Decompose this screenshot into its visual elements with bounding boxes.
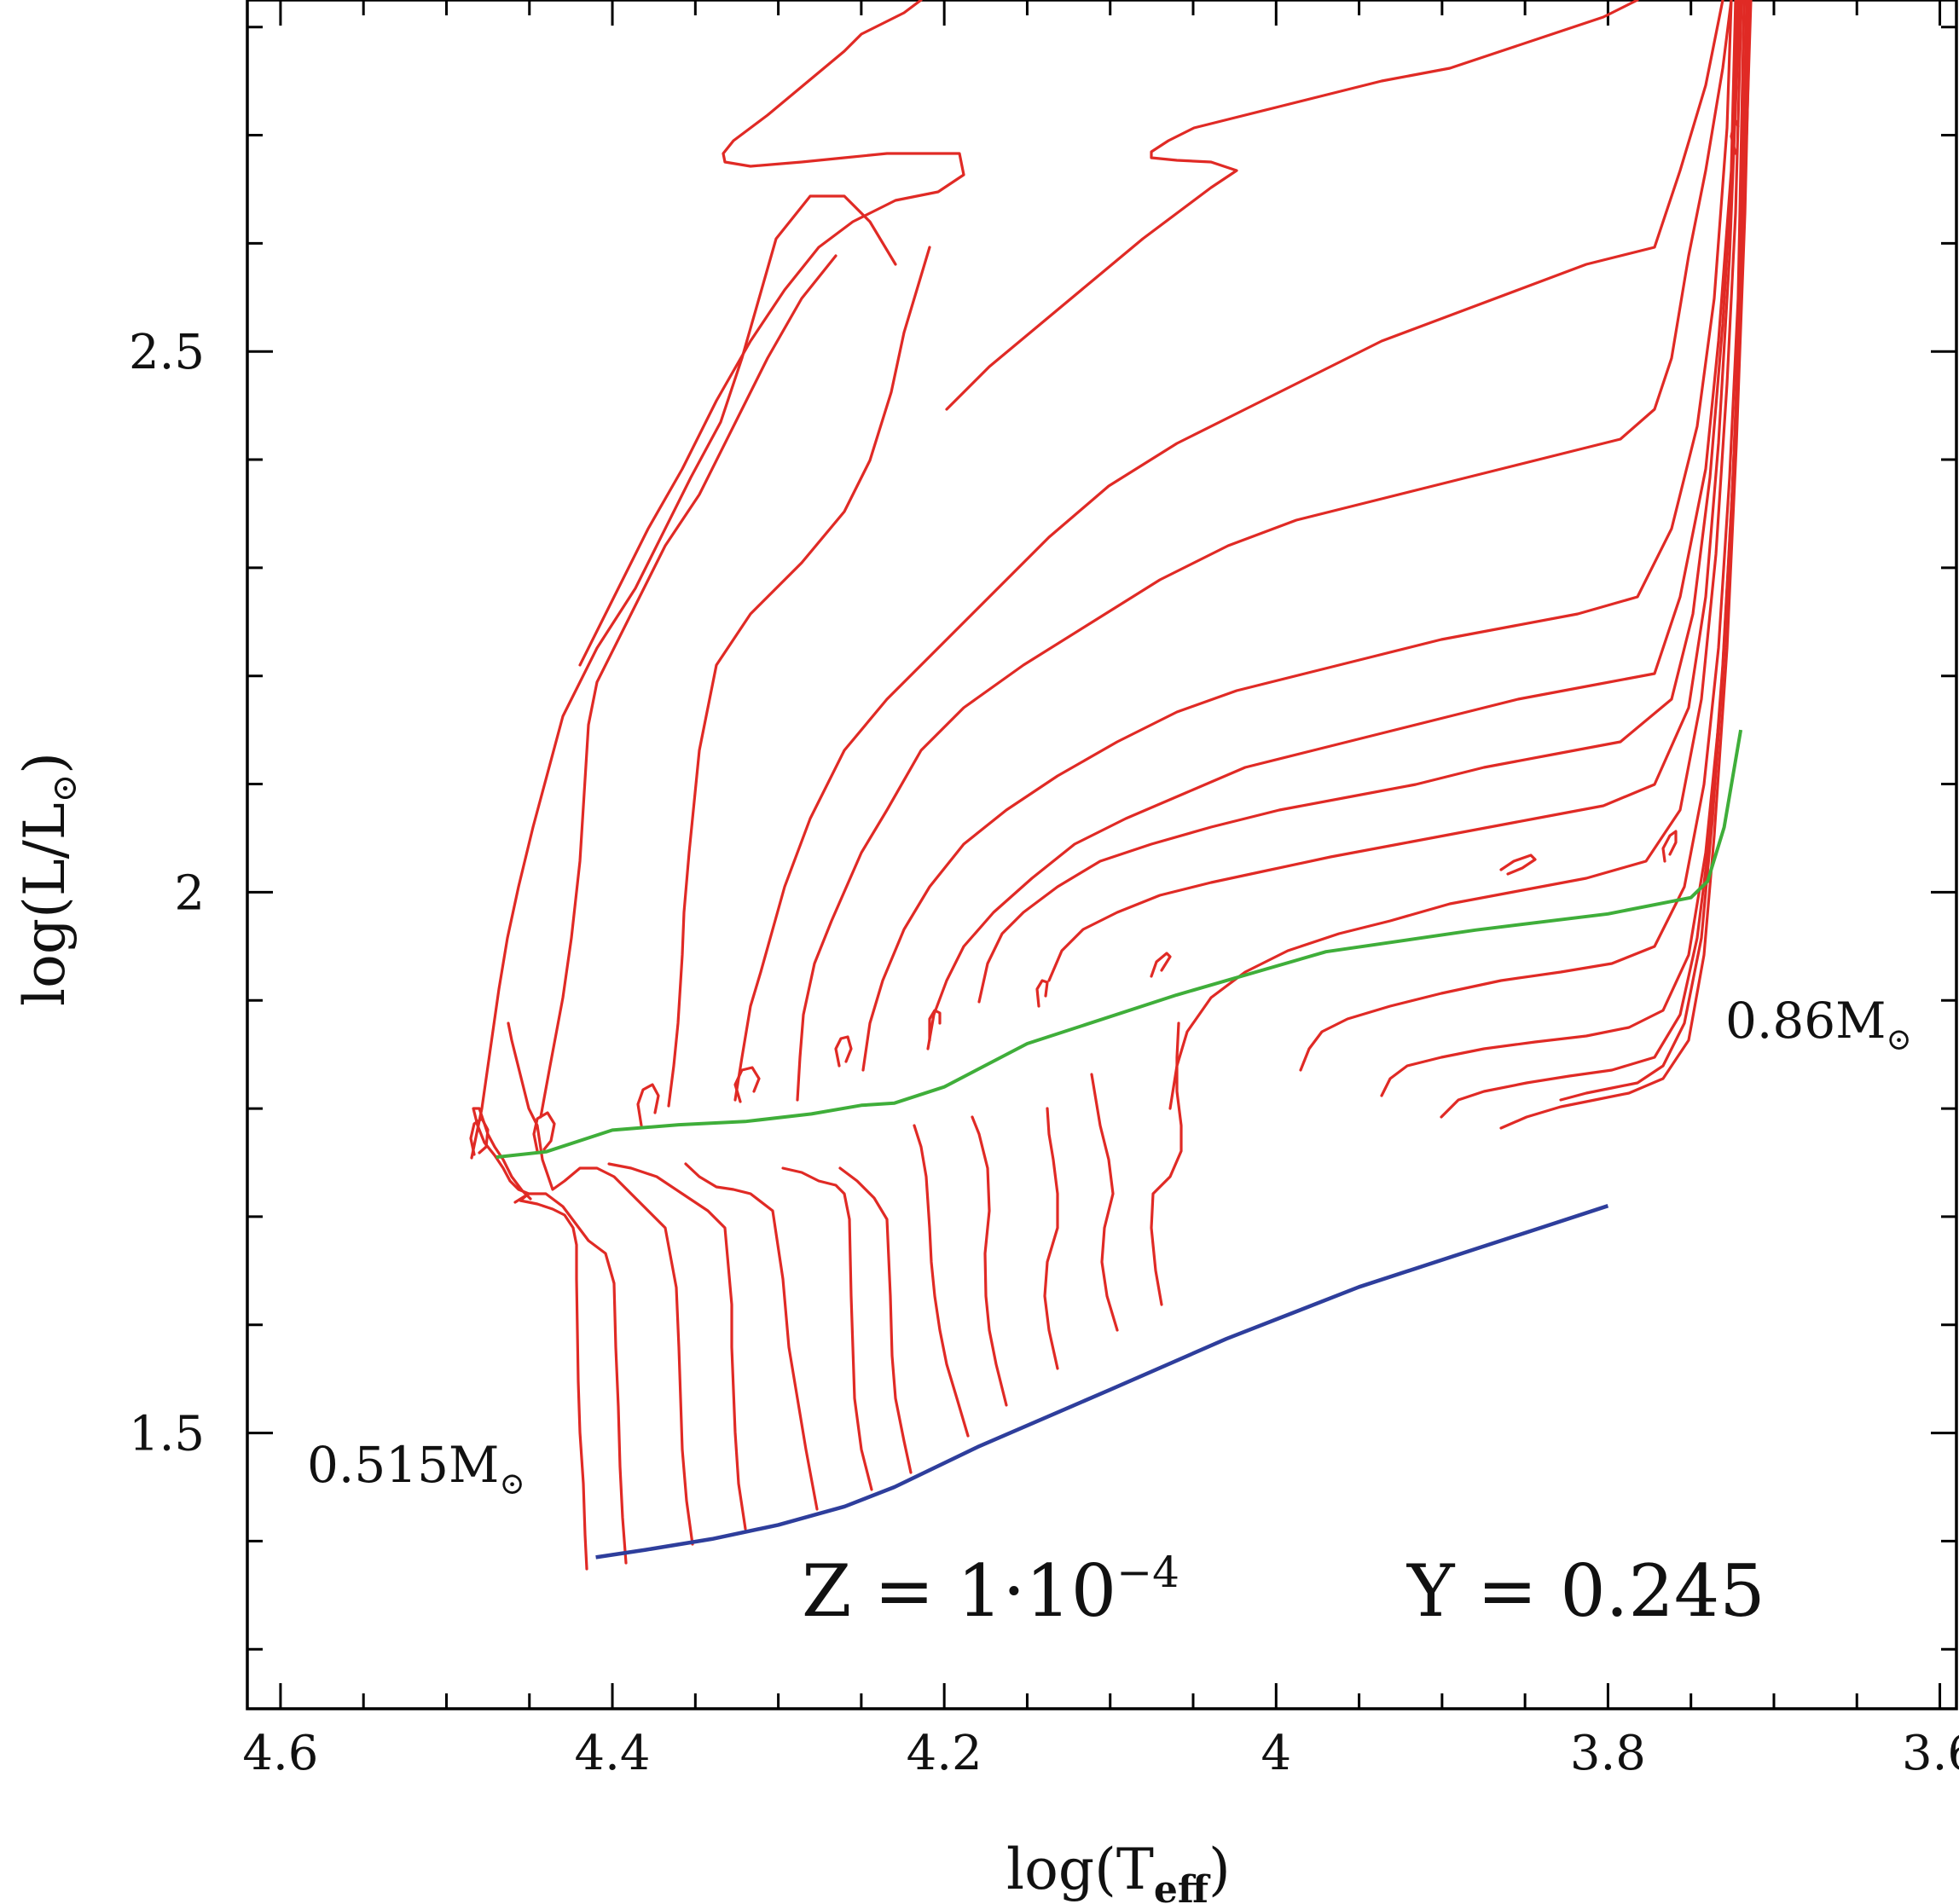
loop-5 bbox=[834, 1035, 853, 1068]
track-5 bbox=[684, 1162, 819, 1511]
x-tick-label: 4.2 bbox=[907, 1726, 982, 1781]
track-11 bbox=[1090, 1073, 1119, 1332]
loop-9 bbox=[1499, 854, 1537, 876]
loop-4 bbox=[733, 1066, 761, 1103]
sun-symbol-low: ⊙ bbox=[499, 1467, 525, 1502]
track-27 bbox=[1559, 0, 1753, 1102]
y-axis-label-sub: ⊙ bbox=[45, 774, 84, 803]
x-axis-label-close: ) bbox=[1208, 1837, 1231, 1902]
composition-z-exp: −4 bbox=[1116, 1548, 1179, 1597]
plot-frame bbox=[246, 0, 1958, 1710]
track-13 bbox=[470, 194, 897, 1160]
track-24 bbox=[1380, 0, 1748, 1097]
loop-2 bbox=[532, 1111, 556, 1153]
composition-annotation: Z = 1·10−4 Y = 0.245 bbox=[802, 1548, 1765, 1633]
track-9 bbox=[971, 1115, 1008, 1407]
track-10 bbox=[1043, 1107, 1059, 1370]
y-tick-labels: 1.5 2 2.5 bbox=[129, 325, 205, 1461]
track-25 bbox=[1440, 0, 1750, 1119]
y-axis-label: log(L/L⊙) bbox=[12, 752, 84, 1006]
loop-7 bbox=[1035, 979, 1049, 1008]
high-mass-label: 0.86M bbox=[1725, 992, 1887, 1050]
track-26 bbox=[1499, 0, 1752, 1130]
svg-text:0.515M⊙: 0.515M⊙ bbox=[307, 1436, 525, 1502]
x-axis-label: log(Teff) bbox=[1006, 1837, 1231, 1904]
track-2 bbox=[513, 1192, 628, 1565]
y-axis-label-main: log(L/L bbox=[12, 802, 78, 1006]
loop-6 bbox=[928, 1009, 942, 1042]
evolutionary-tracks bbox=[469, 0, 1753, 1571]
track-3 bbox=[507, 1021, 694, 1546]
low-mass-label: 0.515M bbox=[307, 1436, 499, 1494]
track-19 bbox=[926, 0, 1737, 1050]
x-tick-label: 4.6 bbox=[242, 1726, 318, 1781]
track-6 bbox=[781, 1166, 873, 1491]
svg-text:0.86M⊙: 0.86M⊙ bbox=[1725, 992, 1912, 1057]
track-14 bbox=[539, 254, 838, 1119]
green-line bbox=[496, 729, 1743, 1160]
high-mass-annotation: 0.86M⊙ bbox=[1725, 992, 1912, 1057]
x-axis-label-sub: eff bbox=[1154, 1868, 1211, 1904]
loop-3 bbox=[636, 1083, 660, 1127]
x-tick-labels: 4.6 4.4 4.2 4 3.8 3.6 bbox=[242, 1726, 1959, 1781]
track-20 bbox=[977, 0, 1740, 1004]
x-tick-label: 4 bbox=[1261, 1726, 1291, 1781]
y-tick-label: 2 bbox=[174, 865, 205, 921]
composition-y: Y = 0.245 bbox=[1406, 1549, 1765, 1633]
track-0.515 bbox=[472, 1107, 588, 1571]
x-axis-label-main: log(T bbox=[1006, 1837, 1154, 1902]
track-upper-1 bbox=[578, 0, 965, 667]
x-tick-label: 3.8 bbox=[1570, 1726, 1646, 1781]
x-tick-label: 3.6 bbox=[1902, 1726, 1959, 1781]
composition-z: Z = 1·10 bbox=[802, 1549, 1116, 1633]
track-16 bbox=[733, 0, 1724, 1102]
track-4 bbox=[607, 1162, 747, 1531]
loop-11 bbox=[1730, 118, 1740, 155]
loop-10 bbox=[1661, 830, 1678, 863]
x-tick-label: 4.4 bbox=[575, 1726, 651, 1781]
track-8 bbox=[913, 1124, 970, 1438]
track-21 bbox=[1047, 0, 1742, 982]
track-17 bbox=[796, 0, 1733, 1102]
track-23 bbox=[1299, 0, 1746, 1072]
loop-8 bbox=[1150, 952, 1172, 978]
track-22 bbox=[1168, 0, 1743, 1110]
blue-line bbox=[595, 1204, 1609, 1560]
track-7 bbox=[838, 1166, 913, 1474]
axis-ticks bbox=[247, 0, 1956, 1709]
low-mass-annotation: 0.515M⊙ bbox=[307, 1436, 525, 1502]
track-15 bbox=[667, 246, 931, 1108]
loop-1 bbox=[469, 1117, 490, 1156]
y-tick-label: 1.5 bbox=[129, 1407, 205, 1462]
y-axis-label-close: ) bbox=[12, 752, 78, 774]
svg-text:Z = 1·10−4: Z = 1·10−4 bbox=[802, 1548, 1179, 1633]
track-18 bbox=[861, 0, 1733, 1072]
y-tick-label: 2.5 bbox=[129, 325, 205, 380]
track-upper-2 bbox=[945, 0, 1639, 411]
sun-symbol-high: ⊙ bbox=[1887, 1022, 1912, 1057]
